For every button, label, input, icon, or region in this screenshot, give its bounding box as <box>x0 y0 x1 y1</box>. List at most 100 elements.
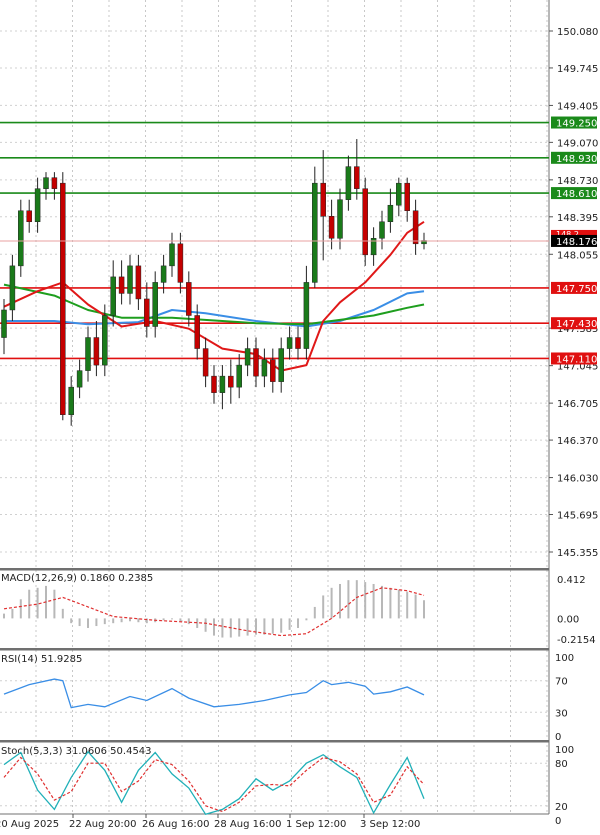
price-tick-label: 148.055 <box>557 250 598 261</box>
candle-body <box>169 243 175 267</box>
candle-body <box>387 204 394 223</box>
price-tick-label: 147.385 <box>557 324 598 335</box>
candle-body <box>370 238 377 256</box>
candle-body <box>160 265 167 283</box>
level-tag <box>551 317 597 330</box>
candle-body <box>144 298 150 327</box>
candle-body <box>219 375 226 393</box>
current-price-tag <box>551 234 597 247</box>
candle-body <box>1 309 7 338</box>
candle-body <box>379 221 385 239</box>
ma-blue-line <box>4 290 425 328</box>
level-tag <box>551 116 597 129</box>
time-tick-label: 3 Sep 12:00 <box>360 819 420 830</box>
candle-body <box>337 199 343 239</box>
price-tick-label: 149.745 <box>557 64 598 75</box>
panel-separator <box>0 740 549 743</box>
candle-body <box>194 315 200 349</box>
candle-body <box>135 265 142 300</box>
candle-body <box>110 276 116 316</box>
stoch-tick-label: 80 <box>555 759 568 770</box>
price-tick-label: 147.045 <box>557 362 598 373</box>
candle-body <box>286 337 293 349</box>
rsi-tick-label: 100 <box>555 653 574 664</box>
panel-separator <box>0 568 549 571</box>
rsi-label: RSI(14) 51.9285 <box>1 654 82 665</box>
level-tag-label: 149.250 <box>556 119 597 130</box>
candle-body <box>328 215 335 239</box>
price-tick-label: 145.355 <box>557 548 598 559</box>
level-tag-label: 148.610 <box>556 189 597 200</box>
price-tick-label: 146.030 <box>557 474 598 485</box>
time-tick-label: 1 Sep 12:00 <box>286 819 346 830</box>
candle-body <box>85 337 91 371</box>
price-tick-label: 146.705 <box>557 399 598 410</box>
level-tag <box>551 187 597 200</box>
level-tag-label: 147.750 <box>556 284 597 295</box>
candle-body <box>320 182 326 217</box>
candle-body <box>312 182 318 283</box>
level-tag-label: 147.430 <box>556 319 597 330</box>
candle-body <box>236 364 242 388</box>
candle-body <box>102 315 108 366</box>
hidden-price-label: 148.2 <box>556 230 579 239</box>
candle-body <box>404 182 410 211</box>
rsi-line <box>3 678 425 709</box>
time-tick-label: 28 Aug 16:00 <box>214 819 281 830</box>
level-tag-label: 147.110 <box>556 354 597 365</box>
candle-body <box>345 166 352 200</box>
candle-body <box>362 188 368 256</box>
candle-body <box>278 348 284 382</box>
macd-tick-label: 0.412 <box>557 575 586 586</box>
price-tick-label: 145.695 <box>557 511 598 522</box>
candle-body <box>34 188 41 223</box>
price-tick-label: 149.070 <box>557 138 598 149</box>
candle-body <box>9 265 16 311</box>
candle-body <box>412 210 419 245</box>
current-price-label: 148.176 <box>556 237 597 248</box>
candle-body <box>228 375 234 388</box>
candle-body <box>93 337 100 366</box>
candle-body <box>211 375 217 393</box>
candle-body <box>202 348 209 377</box>
stoch-tick-label: 20 <box>555 802 568 813</box>
candle-body <box>26 210 32 223</box>
candle-body <box>118 276 125 294</box>
ma-green-line <box>3 283 425 326</box>
panel-separator <box>0 648 549 651</box>
macd-tick-label: -0.2154 <box>557 635 596 646</box>
level-tag-label: 148.930 <box>556 154 597 165</box>
candle-body <box>261 359 268 377</box>
level-tag <box>551 151 597 164</box>
candle-body <box>354 166 360 189</box>
hidden-price-tag <box>551 229 597 238</box>
candle-body <box>152 282 158 327</box>
candle-body <box>396 182 402 206</box>
candle-body <box>177 243 184 283</box>
price-tick-label: 150.080 <box>557 27 598 38</box>
candle-body <box>18 210 24 267</box>
candle-body <box>51 177 58 189</box>
candle-body <box>244 348 251 366</box>
candle-body <box>76 370 83 388</box>
stoch-main-line <box>3 750 425 816</box>
price-tick-label: 148.730 <box>557 176 598 187</box>
macd-tick-label: 0.00 <box>557 614 579 625</box>
rsi-tick-label: 30 <box>555 708 568 719</box>
candle-body <box>60 182 66 415</box>
price-tick-label: 146.370 <box>557 436 598 447</box>
stoch-tick-label: 100 <box>555 745 574 756</box>
candle-body <box>253 348 259 377</box>
rsi-tick-label: 0 <box>555 732 561 743</box>
candle-body <box>186 282 192 316</box>
macd-label: MACD(12,26,9) 0.1860 0.2385 <box>1 573 153 584</box>
ma-red-line <box>3 220 425 372</box>
stoch-tick-label: 0 <box>555 816 561 827</box>
candle-body <box>303 282 310 349</box>
time-tick-label: 20 Aug 2025 <box>0 819 59 830</box>
time-tick-label: 26 Aug 16:00 <box>142 819 209 830</box>
candle-body <box>127 265 133 294</box>
price-tick-label: 148.395 <box>557 213 598 224</box>
